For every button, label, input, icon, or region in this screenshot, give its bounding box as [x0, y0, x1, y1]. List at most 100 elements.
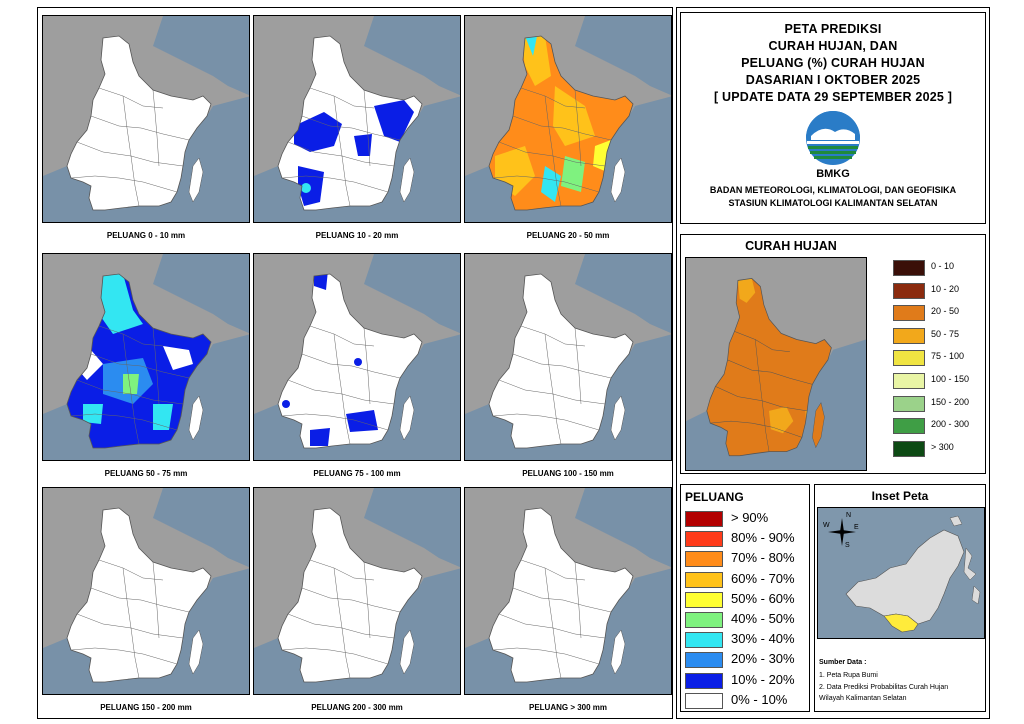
- map-panel: PELUANG 150 - 200 mm: [42, 487, 250, 712]
- legend-swatch: [685, 632, 723, 649]
- legend-label: 70% - 80%: [731, 550, 795, 566]
- bmkg-logo: BMKG: [801, 110, 865, 180]
- source-item-2: 2. Data Prediksi Probabilitas Curah Huja…: [819, 684, 949, 691]
- title-line-4: DASARIAN I OKTOBER 2025: [745, 73, 921, 87]
- region-map: [253, 253, 461, 461]
- panel-label: PELUANG 200 - 300 mm: [311, 703, 403, 712]
- inset-box: Inset Peta N W E S Sumber Data : 1. Peta…: [814, 484, 986, 712]
- legend-label: 75 - 100: [931, 351, 965, 362]
- title-box: PETA PREDIKSI CURAH HUJAN, DAN PELUANG (…: [680, 12, 986, 224]
- curah-hujan-title: CURAH HUJAN: [745, 239, 837, 253]
- region-map: [42, 15, 250, 223]
- legend-swatch: [685, 692, 723, 709]
- legend-label: 80% - 90%: [731, 530, 795, 546]
- compass-w: W: [823, 522, 830, 529]
- region-map: [253, 15, 461, 223]
- peluang-legend-item: 0% - 10%: [685, 691, 807, 711]
- peluang-legend-item: 70% - 80%: [685, 549, 807, 569]
- inset-title: Inset Peta: [871, 489, 929, 503]
- map-panel: PELUANG 100 - 150 mm: [464, 253, 672, 478]
- title-line-2: CURAH HUJAN, DAN: [768, 39, 898, 53]
- curah-hujan-box: CURAH HUJAN 0 - 10 10 - 20 20 - 50 50 - 75 7…: [680, 234, 986, 474]
- peluang-title: PELUANG: [685, 490, 744, 504]
- panel-label: PELUANG 75 - 100 mm: [313, 469, 401, 478]
- region-map: [464, 15, 672, 223]
- legend-label: 0% - 10%: [731, 691, 788, 707]
- legend-swatch: [685, 612, 723, 628]
- region-map: [464, 487, 672, 695]
- map-panel: PELUANG 75 - 100 mm: [253, 253, 461, 478]
- region-map: [42, 253, 250, 461]
- legend-swatch: [893, 418, 925, 435]
- compass-e: E: [854, 524, 859, 531]
- legend-swatch: [893, 372, 925, 389]
- legend-label: 150 - 200: [931, 396, 970, 407]
- compass-icon: N W E S: [823, 512, 860, 550]
- legend-label: 20 - 50: [931, 306, 960, 317]
- curah-hujan-map: [685, 257, 867, 471]
- legend-swatch: [685, 551, 723, 568]
- region-map: [464, 253, 672, 461]
- legend-swatch: [893, 327, 925, 344]
- peluang-legend-item: 80% - 90%: [685, 529, 807, 549]
- legend-label: 100 - 150: [931, 373, 970, 384]
- panel-label: PELUANG 20 - 50 mm: [526, 231, 610, 240]
- title-line-5: [ UPDATE DATA 29 SEPTEMBER 2025 ]: [713, 90, 953, 104]
- legend-swatch: [685, 672, 723, 689]
- legend-swatch: [685, 511, 723, 527]
- map-panel: PELUANG 200 - 300 mm: [253, 487, 461, 712]
- legend-swatch: [893, 260, 925, 276]
- legend-label: 30% - 40%: [731, 631, 795, 647]
- peluang-legend-item: 60% - 70%: [685, 570, 807, 590]
- map-panel: PELUANG 50 - 75 mm: [42, 253, 250, 478]
- panel-label: PELUANG 100 - 150 mm: [522, 469, 614, 478]
- legend-swatch: [893, 282, 925, 299]
- compass-s: S: [845, 542, 850, 549]
- title-line-3: PELUANG (%) CURAH HUJAN: [741, 56, 925, 70]
- legend-swatch: [685, 591, 723, 608]
- compass-n: N: [846, 512, 852, 519]
- source-item-1: 1. Peta Rupa Bumi: [819, 672, 878, 679]
- peluang-legend-item: 40% - 50%: [685, 610, 807, 630]
- legend-label: 40% - 50%: [731, 611, 795, 626]
- panel-label: PELUANG 0 - 10 mm: [106, 231, 186, 240]
- region-map: [42, 487, 250, 695]
- source-item-3: Wilayah Kalimantan Selatan: [819, 695, 907, 702]
- source-title: Sumber Data :: [819, 659, 867, 666]
- title-line-1: PETA PREDIKSI: [784, 22, 882, 36]
- legend-swatch: [685, 652, 723, 669]
- outer-frame: [37, 7, 673, 719]
- legend-label: 0 - 10: [931, 261, 955, 271]
- region-map: [253, 487, 461, 695]
- legend-swatch: [685, 571, 723, 588]
- map-panel: PELUANG > 300 mm: [464, 487, 672, 712]
- legend-frame: [676, 7, 990, 719]
- peluang-legend-box: PELUANG > 90% 80% - 90% 70% - 80% 60% - 70%…: [680, 484, 810, 712]
- legend-label: > 300: [931, 441, 954, 452]
- panel-label: PELUANG 10 - 20 mm: [315, 231, 399, 240]
- panel-label: PELUANG 50 - 75 mm: [104, 469, 188, 478]
- legend-swatch: [893, 395, 925, 412]
- peluang-legend-item: 50% - 60%: [685, 590, 807, 610]
- inset-map: N W E S: [817, 507, 985, 639]
- legend-label: 50% - 60%: [731, 590, 795, 606]
- legend-swatch: [685, 531, 723, 548]
- org-line-1: BADAN METEOROLOGI, KLIMATOLOGI, DAN GEOF…: [709, 185, 957, 195]
- legend-label: 50 - 75: [931, 328, 960, 339]
- legend-swatch: [893, 350, 925, 367]
- org-line-2: STASIUN KLIMATOLOGI KALIMANTAN SELATAN: [728, 198, 938, 208]
- legend-swatch: [893, 305, 925, 322]
- legend-label: 10 - 20: [931, 283, 960, 294]
- map-panel: PELUANG 0 - 10 mm: [42, 15, 250, 240]
- legend-label: 10% - 20%: [731, 671, 795, 687]
- bmkg-logo-text: BMKG: [816, 168, 850, 180]
- legend-label: 60% - 70%: [731, 570, 795, 586]
- legend-swatch: [893, 440, 925, 457]
- peluang-legend-item: 20% - 30%: [685, 650, 807, 670]
- peluang-legend-item: > 90%: [685, 509, 807, 529]
- map-panel: PELUANG 10 - 20 mm: [253, 15, 461, 240]
- map-panel: PELUANG 20 - 50 mm: [464, 15, 672, 240]
- legend-label: 200 - 300: [931, 419, 970, 430]
- peluang-legend-item: 10% - 20%: [685, 671, 807, 691]
- panel-label: PELUANG 150 - 200 mm: [100, 703, 192, 712]
